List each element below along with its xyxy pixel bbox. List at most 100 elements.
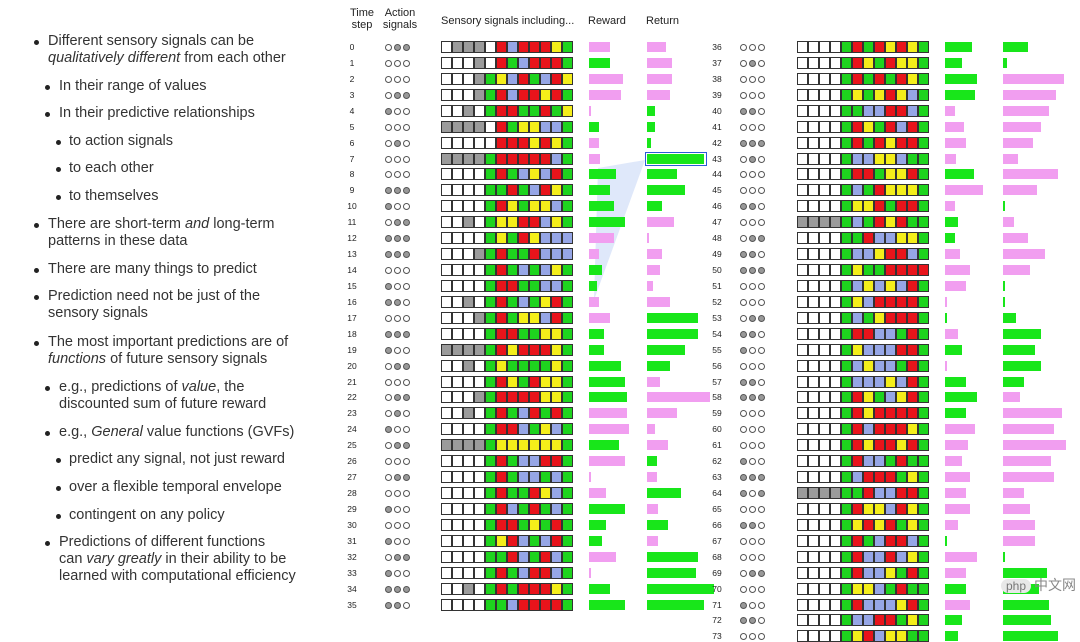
reward-bar [945,503,970,514]
sensory-signal-cell [852,264,863,277]
reward-bar [589,265,603,276]
return-bar [647,121,655,132]
action-signal-dot [394,123,401,131]
time-step-label: 49 [712,249,722,260]
action-signal-dot [749,91,756,99]
action-signal-dot [740,537,747,545]
bullet-dot-icon [56,458,61,463]
reward-bar [589,105,591,116]
sensory-signal-cell [529,502,540,515]
sensory-signal-cell [529,184,540,197]
sensory-signal-cell [830,152,841,165]
sensory-signal-cell [907,423,918,436]
action-signal-dot [385,44,392,51]
action-signal-dot [394,346,401,354]
bullet-dot-icon [45,112,50,117]
sensory-signal-cell [896,200,907,213]
sensory-signal-cell [852,502,863,515]
sensory-signal-cell [918,56,929,69]
sensory-signal-cell [562,471,573,484]
action-signal-dot [758,553,765,561]
action-signal-dot [394,314,401,322]
sensory-signal-cell [918,248,929,261]
sensory-signal-cell [885,216,896,229]
action-signal-dot [749,298,756,306]
sensory-signal-cell [819,407,830,420]
bullet-text: predict any signal, not just reward [69,451,285,467]
sensory-signal-cell [896,279,907,292]
action-signal-dot [403,553,410,561]
sensory-signal-cell [562,88,573,101]
sensory-signal-cell [808,41,819,53]
sensory-signal-cell [852,375,863,388]
sensory-signal-cell [485,56,496,69]
return-bar [1003,185,1038,196]
sensory-signal-cell [463,502,474,515]
sensory-signal-cell [540,502,551,515]
sensory-signal-cell [830,136,841,149]
sensory-signal-cell [474,311,485,324]
sensory-signal-cell [874,216,885,229]
action-signal-dot [758,155,765,163]
sensory-signal-cell [529,534,540,547]
time-step-label: 37 [712,57,722,68]
sensory-signal-cell [819,232,830,245]
sensory-signal-cell [463,455,474,468]
bullet-text: contingent on any policy [69,507,225,523]
sensory-signal-cell [529,487,540,500]
sensory-signal-cell [474,550,485,563]
sensory-signal-cell [863,471,874,484]
action-signal-dot [758,346,765,354]
sensory-signal-cell [907,518,918,531]
sensory-signal-cell [562,311,573,324]
sensory-signal-cell [463,327,474,340]
sensory-signal-cell [874,152,885,165]
return-bar [1003,265,1030,276]
time-step-label: 33 [347,567,357,578]
sensory-signal-cell [896,614,907,627]
sensory-signal-cell [885,359,896,372]
sensory-signal-cell [518,104,529,117]
bullet-line: In their predictive relationships [59,105,255,122]
reward-bar [945,376,966,387]
sensory-signal-cell [841,216,852,229]
bullet-dot-icon [56,514,61,519]
sensory-signal-cell [918,216,929,229]
action-signal-dot [749,123,756,131]
header-action-signals-line-2: signals [382,19,418,31]
sensory-signal-cell [841,534,852,547]
sensory-signal-cell [808,534,819,547]
return-bar [1003,153,1019,164]
sensory-signal-cell [885,487,896,500]
bullet-text: long-term [209,216,275,232]
header-sensory-signals: Sensory signals including... [441,15,575,27]
sensory-signal-cell [841,455,852,468]
action-signal-dot [403,521,410,529]
sensory-signal-cell [485,518,496,531]
sensory-signal-cell [874,630,885,642]
sensory-signal-cell [441,407,452,420]
sensory-signal-cell [441,295,452,308]
action-signal-dot [385,282,392,290]
sensory-signal-cell [529,41,540,53]
sensory-signal-cell [518,455,529,468]
sensory-signal-cell [819,200,830,213]
sensory-signal-cell [496,439,507,452]
sensory-signal-cell [830,184,841,197]
sensory-signal-cell [863,391,874,404]
sensory-signal-cell [452,120,463,133]
sensory-signal-cell [529,423,540,436]
time-step-label: 52 [712,296,722,307]
sensory-signal-cell [918,582,929,595]
sensory-signal-cell [518,502,529,515]
time-step-label: 16 [347,296,357,307]
sensory-signal-cell [463,104,474,117]
sensory-signal-cell [518,359,529,372]
sensory-signal-cell [918,152,929,165]
time-step-label: 5 [349,121,355,132]
sensory-signal-cell [863,232,874,245]
action-signal-dot [749,267,756,275]
sensory-signal-cell [452,455,463,468]
action-signal-dot [394,330,401,338]
sensory-signal-cell [907,248,918,261]
